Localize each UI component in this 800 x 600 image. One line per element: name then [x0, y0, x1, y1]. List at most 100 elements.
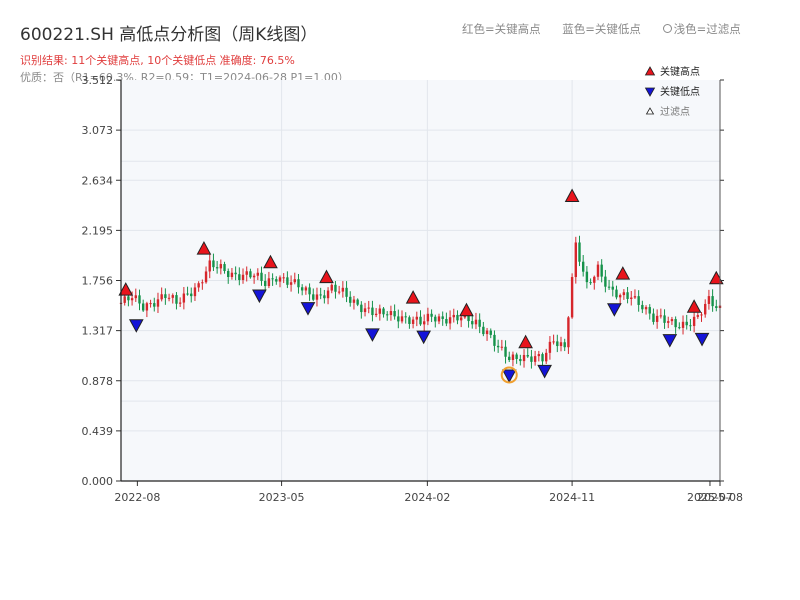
y-tick-label: 3.512 [82, 74, 114, 87]
y-tick-label: 2.195 [82, 224, 114, 237]
candle [264, 274, 267, 293]
candle-body [352, 299, 356, 303]
result-subtitle: 识别结果: 11个关键高点, 10个关键低点 准确度: 76.5% [20, 54, 295, 67]
candle [415, 311, 419, 327]
candle-body [260, 272, 263, 281]
candle-body [134, 295, 137, 299]
candle-body [293, 279, 296, 283]
candle [360, 301, 363, 319]
candle-body [537, 354, 541, 357]
candle-body [489, 330, 492, 335]
candle-body [648, 307, 651, 314]
candle-body [578, 242, 581, 262]
key-low-marker [365, 328, 380, 342]
candle-body [504, 346, 507, 357]
candle [604, 269, 607, 293]
candle [681, 315, 685, 335]
key-high-marker [196, 241, 212, 255]
candle [212, 253, 215, 271]
candle [386, 311, 389, 321]
candle-body [175, 295, 178, 304]
candle-body [570, 277, 574, 318]
candle [245, 266, 248, 282]
candle-body [692, 316, 696, 327]
candle [474, 312, 478, 330]
candle [537, 350, 541, 362]
candle-body [201, 282, 204, 284]
candle [445, 312, 448, 327]
candle-body [341, 287, 345, 292]
candle-body [670, 319, 674, 322]
candle [437, 313, 441, 325]
candle-body [138, 295, 141, 304]
candle-body [630, 297, 633, 299]
candle-body [652, 313, 655, 322]
candle [141, 299, 145, 312]
candle [493, 330, 496, 352]
candle-body [541, 354, 544, 362]
candle [574, 236, 577, 284]
candle-body [204, 271, 208, 283]
candle [655, 309, 659, 329]
candle [215, 260, 219, 274]
key-high-marker [405, 290, 421, 304]
candle [559, 336, 563, 352]
caption-light: 浅色=过滤点 [673, 22, 741, 36]
candle [689, 318, 692, 331]
candle-body [308, 287, 311, 295]
candle-body [278, 277, 282, 282]
candle-body [193, 287, 197, 297]
candle-body [422, 321, 426, 325]
candle [182, 287, 186, 310]
candle [644, 305, 648, 315]
candle [138, 289, 141, 311]
candle [578, 235, 581, 267]
candle [404, 312, 407, 324]
candle [134, 288, 137, 302]
candle [408, 315, 411, 329]
candle-body [715, 306, 718, 309]
key-low-marker [662, 334, 678, 348]
candle-body [404, 316, 407, 318]
candle [515, 352, 518, 364]
candle-body [419, 316, 422, 325]
key-point-markers [118, 188, 724, 384]
candle-body [400, 316, 404, 322]
candle [630, 290, 633, 306]
candle [511, 351, 515, 367]
x-tick-label: 2025-07 [687, 491, 733, 504]
y-tick-label: 1.317 [82, 325, 114, 338]
candle [633, 289, 637, 300]
candle [530, 349, 533, 369]
candle [411, 316, 415, 329]
candle-body [674, 319, 677, 328]
chart-title: 600221.SH 高低点分析图（周K线图） [20, 25, 318, 45]
candle-body [367, 307, 370, 309]
key-low-marker [537, 364, 552, 379]
candle-body [478, 319, 481, 327]
candle [293, 272, 296, 285]
legend-filtered-icon [645, 107, 655, 115]
candle [363, 302, 367, 317]
candle-body [212, 260, 215, 268]
candle-body [604, 276, 607, 287]
candle-body [622, 292, 626, 296]
candle-body [123, 296, 126, 303]
candle-body [256, 272, 260, 276]
candle-body [663, 315, 666, 323]
candle-body [330, 284, 333, 291]
candle-body [300, 287, 304, 291]
candle [641, 300, 644, 314]
candle [637, 290, 640, 312]
candle-body [171, 295, 174, 298]
key-high-marker [686, 299, 702, 313]
candle-body [508, 356, 511, 361]
candle [596, 261, 600, 281]
candle [167, 293, 171, 302]
key-high-marker [518, 334, 533, 349]
key-high-marker [118, 282, 134, 296]
candle [300, 284, 304, 296]
candle-body [644, 307, 648, 310]
candle [156, 292, 160, 313]
candle-body [522, 355, 526, 362]
